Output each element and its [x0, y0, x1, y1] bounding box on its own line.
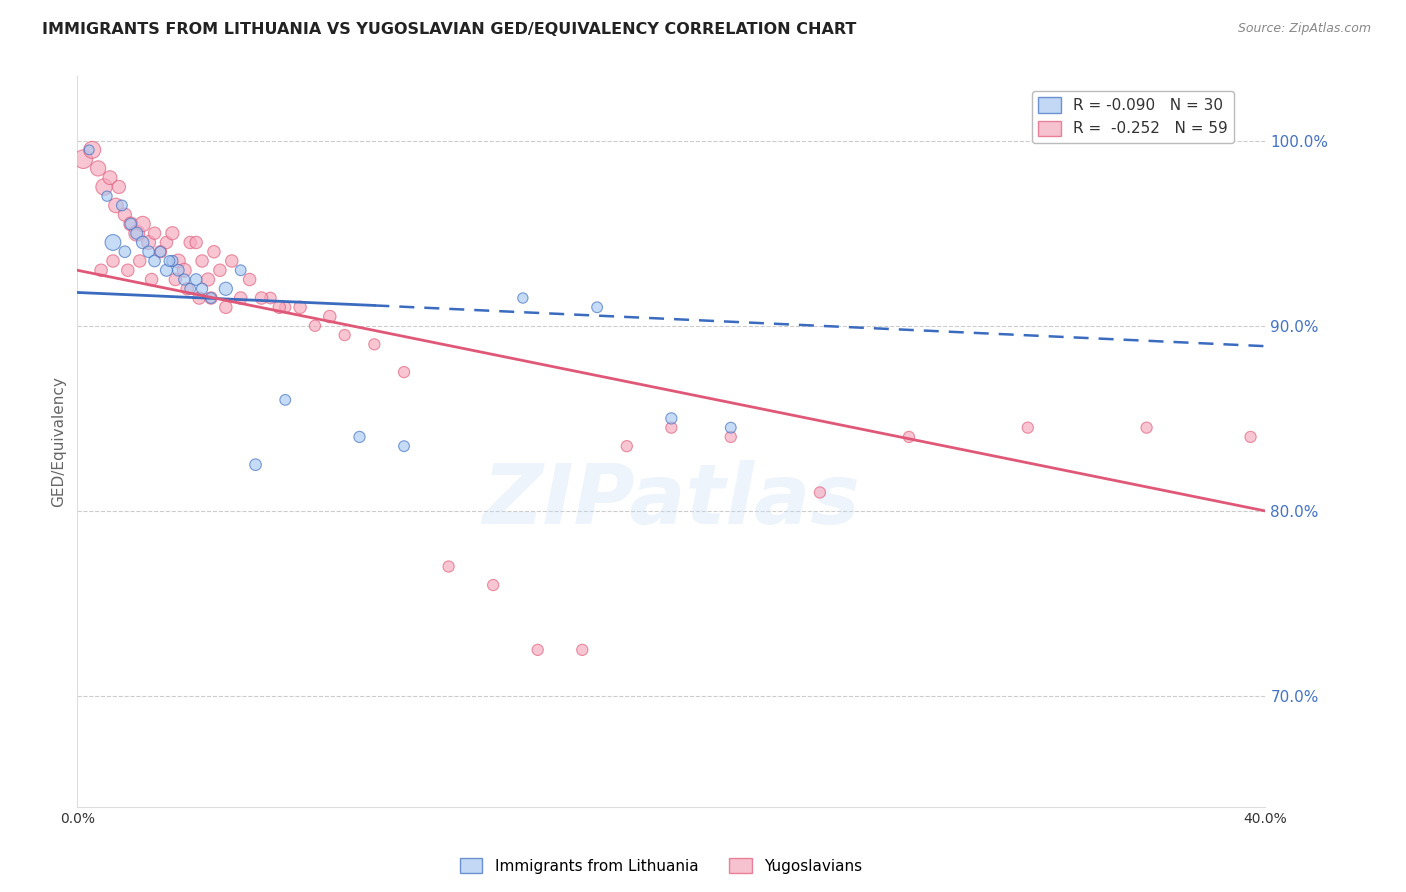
Point — [333, 328, 356, 343]
Point — [512, 291, 534, 305]
Point — [274, 392, 297, 407]
Point — [898, 430, 921, 444]
Point — [191, 282, 214, 296]
Point — [179, 235, 201, 250]
Point — [319, 310, 342, 324]
Point — [200, 291, 222, 305]
Point — [363, 337, 385, 351]
Point — [93, 180, 115, 194]
Legend: Immigrants from Lithuania, Yugoslavians: Immigrants from Lithuania, Yugoslavians — [453, 852, 869, 880]
Point — [149, 244, 172, 259]
Point — [165, 272, 187, 286]
Point — [349, 430, 371, 444]
Point — [186, 272, 208, 286]
Point — [98, 170, 121, 185]
Point — [208, 263, 231, 277]
Point — [157, 254, 180, 268]
Point — [138, 244, 160, 259]
Point — [131, 235, 153, 250]
Point — [215, 282, 238, 296]
Point — [392, 439, 415, 453]
Point — [167, 263, 190, 277]
Point — [1136, 420, 1159, 434]
Point — [143, 254, 166, 268]
Point — [96, 189, 118, 203]
Point — [143, 226, 166, 240]
Y-axis label: GED/Equivalency: GED/Equivalency — [51, 376, 66, 507]
Point — [197, 272, 219, 286]
Point — [1239, 430, 1261, 444]
Point — [720, 420, 742, 434]
Point — [392, 365, 415, 379]
Point — [245, 458, 267, 472]
Point — [250, 291, 273, 305]
Point — [131, 217, 153, 231]
Point — [104, 198, 127, 212]
Point — [101, 254, 124, 268]
Point — [274, 300, 297, 314]
Point — [229, 291, 252, 305]
Point — [114, 244, 136, 259]
Point — [155, 263, 177, 277]
Point — [269, 300, 291, 314]
Text: Source: ZipAtlas.com: Source: ZipAtlas.com — [1237, 22, 1371, 36]
Point — [111, 198, 134, 212]
Point — [101, 235, 124, 250]
Point — [162, 226, 184, 240]
Point — [437, 559, 460, 574]
Point — [661, 411, 683, 425]
Point — [808, 485, 831, 500]
Point — [167, 254, 190, 268]
Point — [191, 254, 214, 268]
Point — [202, 244, 225, 259]
Point — [87, 161, 110, 176]
Point — [720, 430, 742, 444]
Point — [120, 217, 142, 231]
Text: IMMIGRANTS FROM LITHUANIA VS YUGOSLAVIAN GED/EQUIVALENCY CORRELATION CHART: IMMIGRANTS FROM LITHUANIA VS YUGOSLAVIAN… — [42, 22, 856, 37]
Point — [616, 439, 638, 453]
Point — [239, 272, 262, 286]
Point — [259, 291, 281, 305]
Point — [482, 578, 505, 592]
Point — [155, 235, 177, 250]
Point — [661, 420, 683, 434]
Point — [173, 263, 195, 277]
Point — [571, 643, 593, 657]
Point — [125, 226, 148, 240]
Point — [108, 180, 131, 194]
Point — [128, 254, 150, 268]
Point — [82, 143, 104, 157]
Point — [162, 254, 184, 268]
Point — [149, 244, 172, 259]
Point — [117, 263, 139, 277]
Point — [173, 272, 195, 286]
Point — [176, 282, 198, 296]
Point — [120, 217, 142, 231]
Point — [221, 254, 243, 268]
Point — [215, 300, 238, 314]
Legend: R = -0.090   N = 30, R =  -0.252   N = 59: R = -0.090 N = 30, R = -0.252 N = 59 — [1032, 91, 1234, 143]
Point — [125, 226, 148, 240]
Text: ZIPatlas: ZIPatlas — [482, 459, 860, 541]
Point — [114, 208, 136, 222]
Point — [288, 300, 311, 314]
Point — [186, 235, 208, 250]
Point — [90, 263, 112, 277]
Point — [1017, 420, 1039, 434]
Point — [179, 282, 201, 296]
Point — [141, 272, 163, 286]
Point — [526, 643, 548, 657]
Point — [200, 291, 222, 305]
Point — [229, 263, 252, 277]
Point — [77, 143, 100, 157]
Point — [138, 235, 160, 250]
Point — [188, 291, 211, 305]
Point — [586, 300, 609, 314]
Point — [304, 318, 326, 333]
Point — [72, 152, 94, 166]
